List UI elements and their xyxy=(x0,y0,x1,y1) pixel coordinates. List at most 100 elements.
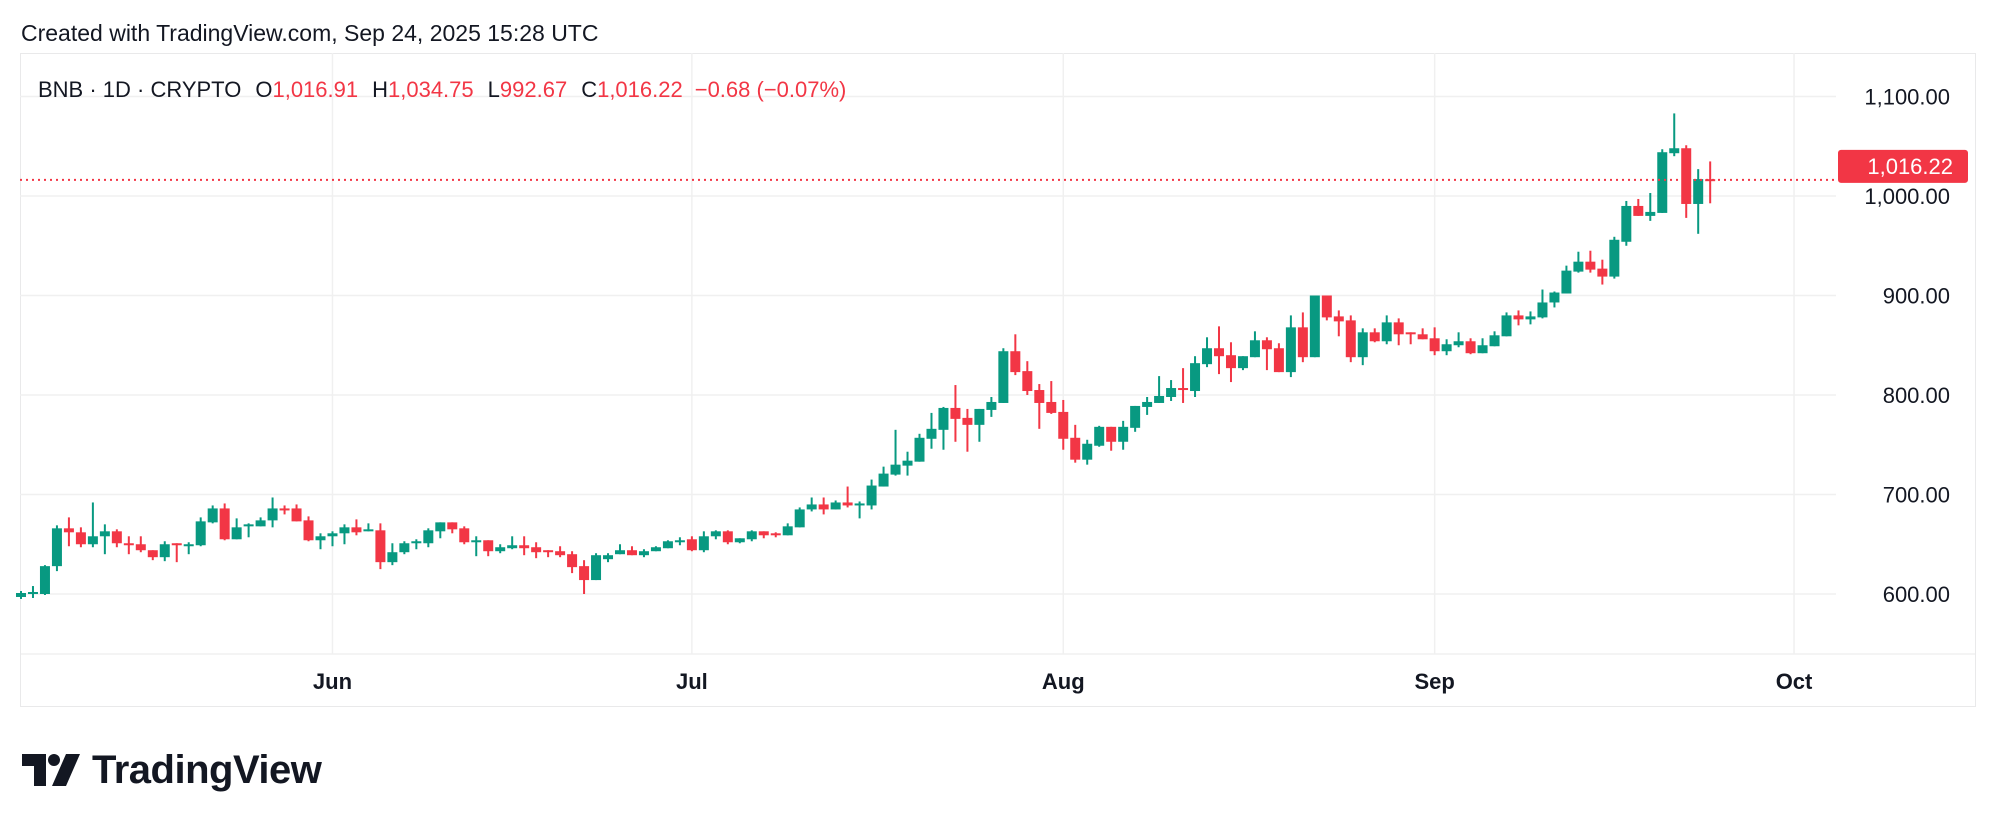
candle xyxy=(1034,384,1045,429)
candle xyxy=(231,518,242,540)
candle xyxy=(1249,331,1260,358)
candle-body xyxy=(16,593,26,597)
candle xyxy=(339,524,350,545)
candle xyxy=(1609,236,1620,279)
candle xyxy=(950,385,961,442)
price-axis: 600.00 700.00 800.00 900.00 1,000.00 1,100.00… xyxy=(1838,85,1968,607)
candle-body xyxy=(519,545,530,549)
candle xyxy=(1321,295,1332,321)
candle-body xyxy=(1381,322,1392,342)
candle xyxy=(1429,327,1440,356)
candle-body xyxy=(998,351,1009,403)
candle-body xyxy=(1166,388,1177,397)
tradingview-wordmark: TradingView xyxy=(92,747,322,792)
candle-body xyxy=(1022,371,1033,392)
candle-body xyxy=(39,566,50,594)
candle xyxy=(1345,315,1356,363)
candle xyxy=(471,536,482,557)
candle xyxy=(734,538,745,544)
candle xyxy=(710,530,721,540)
candle-body xyxy=(1357,332,1368,358)
candle xyxy=(974,408,985,442)
candle-body xyxy=(1453,341,1464,346)
candle xyxy=(1010,334,1021,376)
candle xyxy=(51,525,62,572)
close-value: 1,016.22 xyxy=(597,77,683,102)
candle-body xyxy=(615,550,625,555)
candle xyxy=(543,550,554,558)
candle-body xyxy=(794,509,805,528)
candle xyxy=(183,542,194,555)
candle-wick xyxy=(894,429,897,476)
candle-wick xyxy=(810,497,813,512)
candle xyxy=(363,523,374,532)
candle-body xyxy=(638,551,649,556)
candle xyxy=(579,560,590,594)
candles xyxy=(16,113,1716,599)
candle-body xyxy=(495,547,506,552)
candle-body xyxy=(1657,152,1668,213)
candle xyxy=(1477,338,1488,354)
candle-body xyxy=(87,536,98,545)
candle-wick xyxy=(175,543,178,563)
candle xyxy=(387,543,398,566)
candle-body xyxy=(1345,320,1356,358)
candle xyxy=(662,540,673,549)
candle-body xyxy=(459,528,470,543)
candle-body xyxy=(1585,261,1596,270)
candle-body xyxy=(974,408,985,425)
candle-body xyxy=(99,531,110,537)
candle xyxy=(1633,198,1644,216)
candle-body xyxy=(1573,261,1584,272)
candle xyxy=(459,526,470,545)
candle-wick xyxy=(367,523,370,532)
candle xyxy=(962,408,973,452)
candle-body xyxy=(111,531,122,544)
candle-body xyxy=(1693,179,1704,204)
candle xyxy=(1357,328,1368,366)
candle xyxy=(1058,399,1069,450)
candle-body xyxy=(1106,426,1117,442)
candle-body xyxy=(962,417,973,425)
candle xyxy=(722,530,733,545)
candle-wick xyxy=(355,519,358,536)
candle-body xyxy=(686,539,697,551)
candle xyxy=(998,348,1009,403)
candle xyxy=(770,532,781,538)
candle-body xyxy=(1273,348,1284,373)
candle xyxy=(794,507,805,528)
candle-body xyxy=(159,544,170,558)
candle xyxy=(782,523,793,536)
candle xyxy=(1621,200,1632,246)
candle xyxy=(1261,337,1272,371)
candle xyxy=(99,524,110,555)
candle xyxy=(806,497,817,512)
candle-body xyxy=(543,550,554,553)
candle xyxy=(411,539,422,550)
candle-body xyxy=(1046,401,1057,413)
candle-body xyxy=(399,543,410,553)
candle xyxy=(219,503,230,541)
candle-body xyxy=(938,407,949,430)
tradingview-logo[interactable]: TradingView xyxy=(22,747,322,792)
candle-body xyxy=(674,540,685,543)
candle xyxy=(890,429,901,476)
ohlc-legend: BNB · 1D · CRYPTO O1,016.91 H1,034.75 L992.… xyxy=(38,77,846,103)
date-tick-label: Oct xyxy=(1776,669,1813,694)
chart-frame xyxy=(20,53,1976,707)
candle xyxy=(1285,315,1296,378)
candle-body xyxy=(1309,295,1320,358)
candle-body xyxy=(423,530,434,544)
date-tick-label: Jun xyxy=(313,669,352,694)
candle xyxy=(938,406,949,450)
candle xyxy=(1561,265,1572,294)
candle-body xyxy=(710,531,721,537)
candle-body xyxy=(1393,322,1404,335)
candle-body xyxy=(1178,388,1189,391)
candle-body xyxy=(1058,411,1069,439)
candle-body xyxy=(1082,443,1093,460)
candle xyxy=(842,486,853,508)
candle-wick xyxy=(619,544,621,555)
candle-body xyxy=(375,530,386,563)
